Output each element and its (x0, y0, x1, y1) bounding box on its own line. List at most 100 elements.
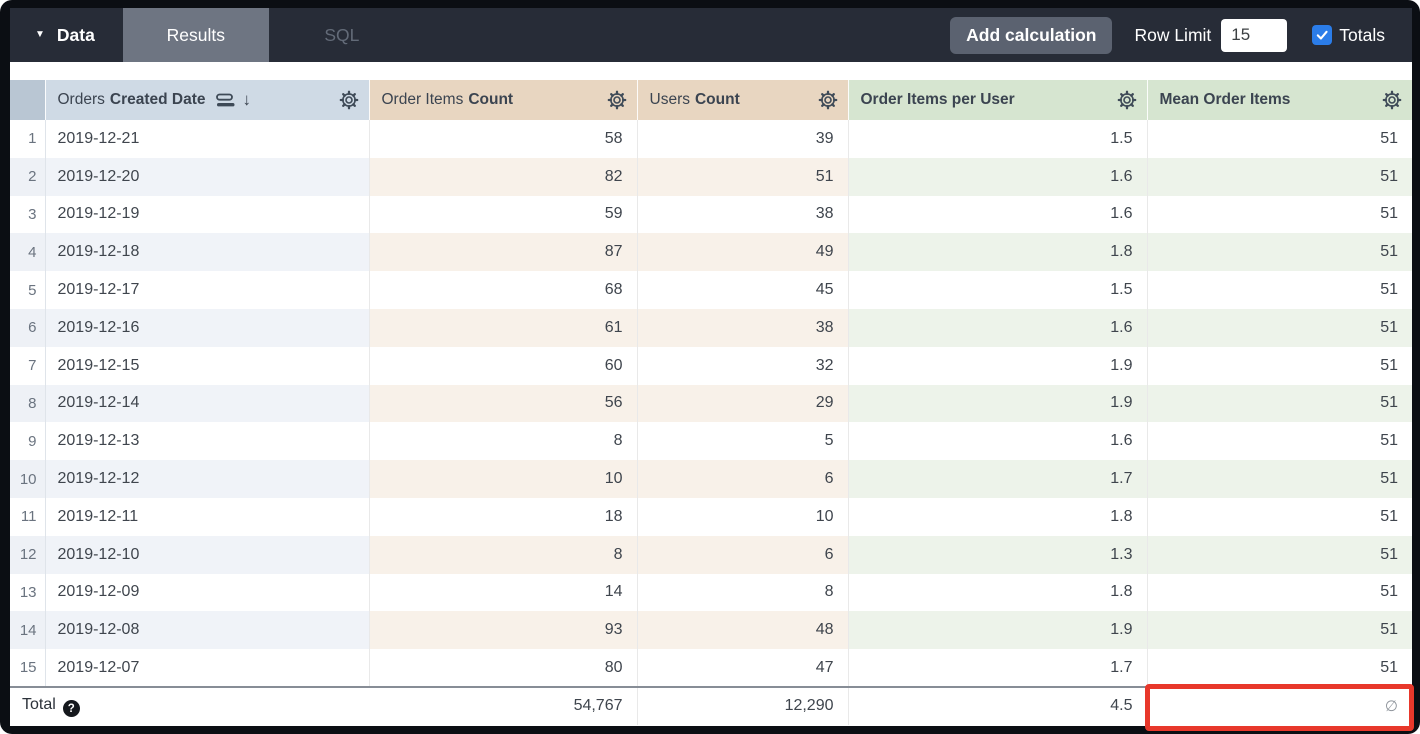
tab-results[interactable]: Results (122, 8, 269, 62)
gear-icon[interactable] (1382, 90, 1402, 110)
column-header-order-items-count[interactable]: Order Items Count (369, 80, 638, 120)
cell-order-items-count[interactable]: 58 (369, 120, 638, 158)
cell-order-items-per-user[interactable]: 1.6 (848, 308, 1148, 347)
results-table: Orders Created Date ↓ (10, 80, 1414, 731)
cell-order-items-count[interactable]: 80 (369, 649, 638, 687)
cell-order-items-per-user[interactable]: 1.3 (848, 535, 1148, 574)
cell-orders-created-date[interactable]: 2019-12-09 (45, 573, 370, 612)
cell-users-count[interactable]: 38 (637, 195, 849, 234)
cell-mean-order-items[interactable]: 51 (1147, 195, 1412, 234)
cell-orders-created-date[interactable]: 2019-12-08 (45, 611, 370, 650)
column-header-mean-order-items[interactable]: Mean Order Items (1147, 80, 1412, 120)
cell-order-items-per-user[interactable]: 1.7 (848, 460, 1148, 498)
cell-order-items-count[interactable]: 82 (369, 157, 638, 196)
column-header-users-count[interactable]: Users Count (637, 80, 849, 120)
cell-order-items-per-user[interactable]: 1.6 (848, 195, 1148, 234)
cell-mean-order-items[interactable]: 51 (1147, 422, 1412, 461)
cell-order-items-count[interactable]: 56 (369, 384, 638, 423)
cell-orders-created-date[interactable]: 2019-12-11 (45, 497, 370, 536)
column-header-orders-created-date[interactable]: Orders Created Date ↓ (45, 80, 370, 120)
gear-icon[interactable] (1117, 90, 1137, 110)
help-icon[interactable]: ? (62, 700, 80, 718)
total-mean-order-items[interactable]: ∅ (1144, 683, 1414, 731)
cell-orders-created-date[interactable]: 2019-12-07 (45, 649, 370, 687)
cell-users-count[interactable]: 38 (637, 308, 849, 347)
cell-order-items-count[interactable]: 10 (369, 460, 638, 498)
cell-order-items-count[interactable]: 68 (369, 271, 638, 309)
cell-orders-created-date[interactable]: 2019-12-18 (45, 233, 370, 272)
cell-order-items-per-user[interactable]: 1.6 (848, 422, 1148, 461)
cell-orders-created-date[interactable]: 2019-12-16 (45, 308, 370, 347)
cell-orders-created-date[interactable]: 2019-12-14 (45, 384, 370, 423)
cell-users-count[interactable]: 10 (637, 497, 849, 536)
cell-mean-order-items[interactable]: 51 (1147, 157, 1412, 196)
totals-toggle[interactable]: Totals (1312, 25, 1385, 46)
cell-users-count[interactable]: 8 (637, 573, 849, 612)
cell-order-items-per-user[interactable]: 1.8 (848, 233, 1148, 272)
cell-orders-created-date[interactable]: 2019-12-15 (45, 346, 370, 385)
cell-orders-created-date[interactable]: 2019-12-10 (45, 535, 370, 574)
cell-order-items-per-user[interactable]: 1.9 (848, 611, 1148, 650)
cell-order-items-count[interactable]: 87 (369, 233, 638, 272)
cell-users-count[interactable]: 51 (637, 157, 849, 196)
cell-users-count[interactable]: 32 (637, 346, 849, 385)
cell-users-count[interactable]: 39 (637, 120, 849, 158)
column-header-order-items-per-user[interactable]: Order Items per User (848, 80, 1148, 120)
cell-users-count[interactable]: 29 (637, 384, 849, 423)
cell-order-items-count[interactable]: 60 (369, 346, 638, 385)
cell-mean-order-items[interactable]: 51 (1147, 573, 1412, 612)
cell-mean-order-items[interactable]: 51 (1147, 271, 1412, 309)
cell-order-items-count[interactable]: 18 (369, 497, 638, 536)
cell-order-items-per-user[interactable]: 1.7 (848, 649, 1148, 687)
cell-users-count[interactable]: 6 (637, 535, 849, 574)
total-order-items-count[interactable]: 54,767 (369, 685, 638, 725)
cell-users-count[interactable]: 49 (637, 233, 849, 272)
cell-mean-order-items[interactable]: 51 (1147, 649, 1412, 687)
cell-mean-order-items[interactable]: 51 (1147, 460, 1412, 498)
cell-mean-order-items[interactable]: 51 (1147, 611, 1412, 650)
cell-users-count[interactable]: 48 (637, 611, 849, 650)
cell-order-items-per-user[interactable]: 1.9 (848, 384, 1148, 423)
gear-icon[interactable] (607, 90, 627, 110)
cell-order-items-count[interactable]: 8 (369, 535, 638, 574)
cell-mean-order-items[interactable]: 51 (1147, 535, 1412, 574)
cell-order-items-count[interactable]: 93 (369, 611, 638, 650)
row-limit-input[interactable] (1221, 18, 1288, 52)
cell-order-items-per-user[interactable]: 1.6 (848, 157, 1148, 196)
total-order-items-per-user[interactable]: 4.5 (848, 685, 1148, 725)
cell-mean-order-items[interactable]: 51 (1147, 497, 1412, 536)
cell-mean-order-items[interactable]: 51 (1147, 346, 1412, 385)
totals-checkbox[interactable] (1312, 25, 1333, 45)
add-calculation-button[interactable]: Add calculation (950, 16, 1113, 54)
cell-orders-created-date[interactable]: 2019-12-20 (45, 157, 370, 196)
cell-orders-created-date[interactable]: 2019-12-21 (45, 120, 370, 158)
cell-order-items-per-user[interactable]: 1.5 (848, 120, 1148, 158)
cell-orders-created-date[interactable]: 2019-12-13 (45, 422, 370, 461)
row-number: 5 (10, 271, 46, 309)
cell-order-items-count[interactable]: 59 (369, 195, 638, 234)
tab-sql[interactable]: SQL (269, 8, 415, 62)
gear-icon[interactable] (339, 90, 359, 110)
row-number: 2 (10, 157, 46, 196)
data-section-toggle[interactable]: ▼ Data (10, 8, 123, 62)
cell-users-count[interactable]: 47 (637, 649, 849, 687)
cell-mean-order-items[interactable]: 51 (1147, 308, 1412, 347)
cell-order-items-per-user[interactable]: 1.8 (848, 573, 1148, 612)
cell-orders-created-date[interactable]: 2019-12-19 (45, 195, 370, 234)
cell-orders-created-date[interactable]: 2019-12-17 (45, 271, 370, 309)
cell-users-count[interactable]: 6 (637, 460, 849, 498)
cell-mean-order-items[interactable]: 51 (1147, 233, 1412, 272)
cell-order-items-per-user[interactable]: 1.8 (848, 497, 1148, 536)
cell-order-items-per-user[interactable]: 1.5 (848, 271, 1148, 309)
cell-mean-order-items[interactable]: 51 (1147, 384, 1412, 423)
cell-order-items-count[interactable]: 8 (369, 422, 638, 461)
gear-icon[interactable] (818, 90, 838, 110)
total-users-count[interactable]: 12,290 (637, 685, 849, 725)
cell-mean-order-items[interactable]: 51 (1147, 120, 1412, 158)
cell-order-items-count[interactable]: 14 (369, 573, 638, 612)
cell-users-count[interactable]: 45 (637, 271, 849, 309)
cell-orders-created-date[interactable]: 2019-12-12 (45, 460, 370, 498)
cell-order-items-count[interactable]: 61 (369, 308, 638, 347)
cell-users-count[interactable]: 5 (637, 422, 849, 461)
cell-order-items-per-user[interactable]: 1.9 (848, 346, 1148, 385)
